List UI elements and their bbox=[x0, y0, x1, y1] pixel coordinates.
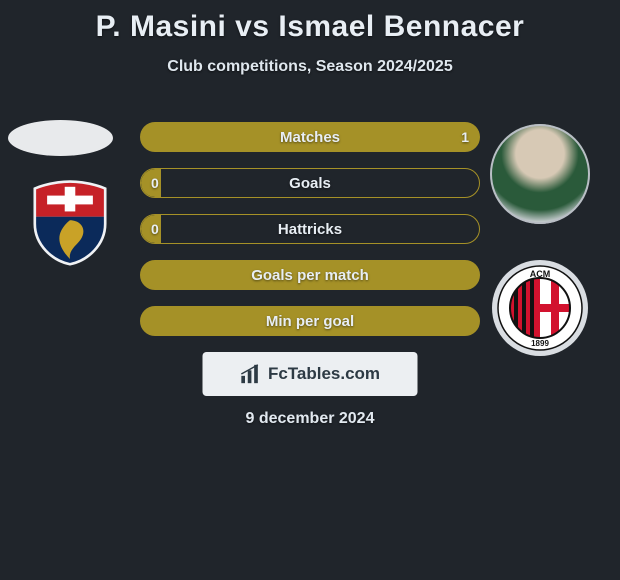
stat-right-value: 1 bbox=[461, 123, 469, 151]
stat-label: Goals per match bbox=[141, 261, 479, 289]
right-club-crest: ACM 1899 bbox=[490, 258, 590, 358]
branding-text: FcTables.com bbox=[268, 364, 380, 384]
svg-text:1899: 1899 bbox=[531, 339, 549, 348]
stat-label: Hattricks bbox=[141, 215, 479, 243]
stat-bar-min-per-goal: Min per goal bbox=[140, 306, 480, 336]
left-player-avatar-blank bbox=[8, 120, 113, 156]
subtitle: Club competitions, Season 2024/2025 bbox=[0, 58, 620, 76]
left-club-crest bbox=[26, 178, 114, 266]
stat-label: Min per goal bbox=[141, 307, 479, 335]
stat-bar-hattricks: 0 Hattricks bbox=[140, 214, 480, 244]
right-player-avatar bbox=[490, 124, 590, 224]
bar-chart-icon bbox=[240, 363, 262, 385]
branding-box: FcTables.com bbox=[203, 352, 418, 396]
date: 9 december 2024 bbox=[0, 410, 620, 428]
stat-bar-goals: 0 Goals bbox=[140, 168, 480, 198]
stat-bar-goals-per-match: Goals per match bbox=[140, 260, 480, 290]
stat-bar-matches: Matches 1 bbox=[140, 122, 480, 152]
stat-label: Goals bbox=[141, 169, 479, 197]
stat-label: Matches bbox=[141, 123, 479, 151]
page-title: P. Masini vs Ismael Bennacer bbox=[0, 0, 620, 44]
stat-bar-list: Matches 1 0 Goals 0 Hattricks Goals per … bbox=[140, 122, 480, 352]
